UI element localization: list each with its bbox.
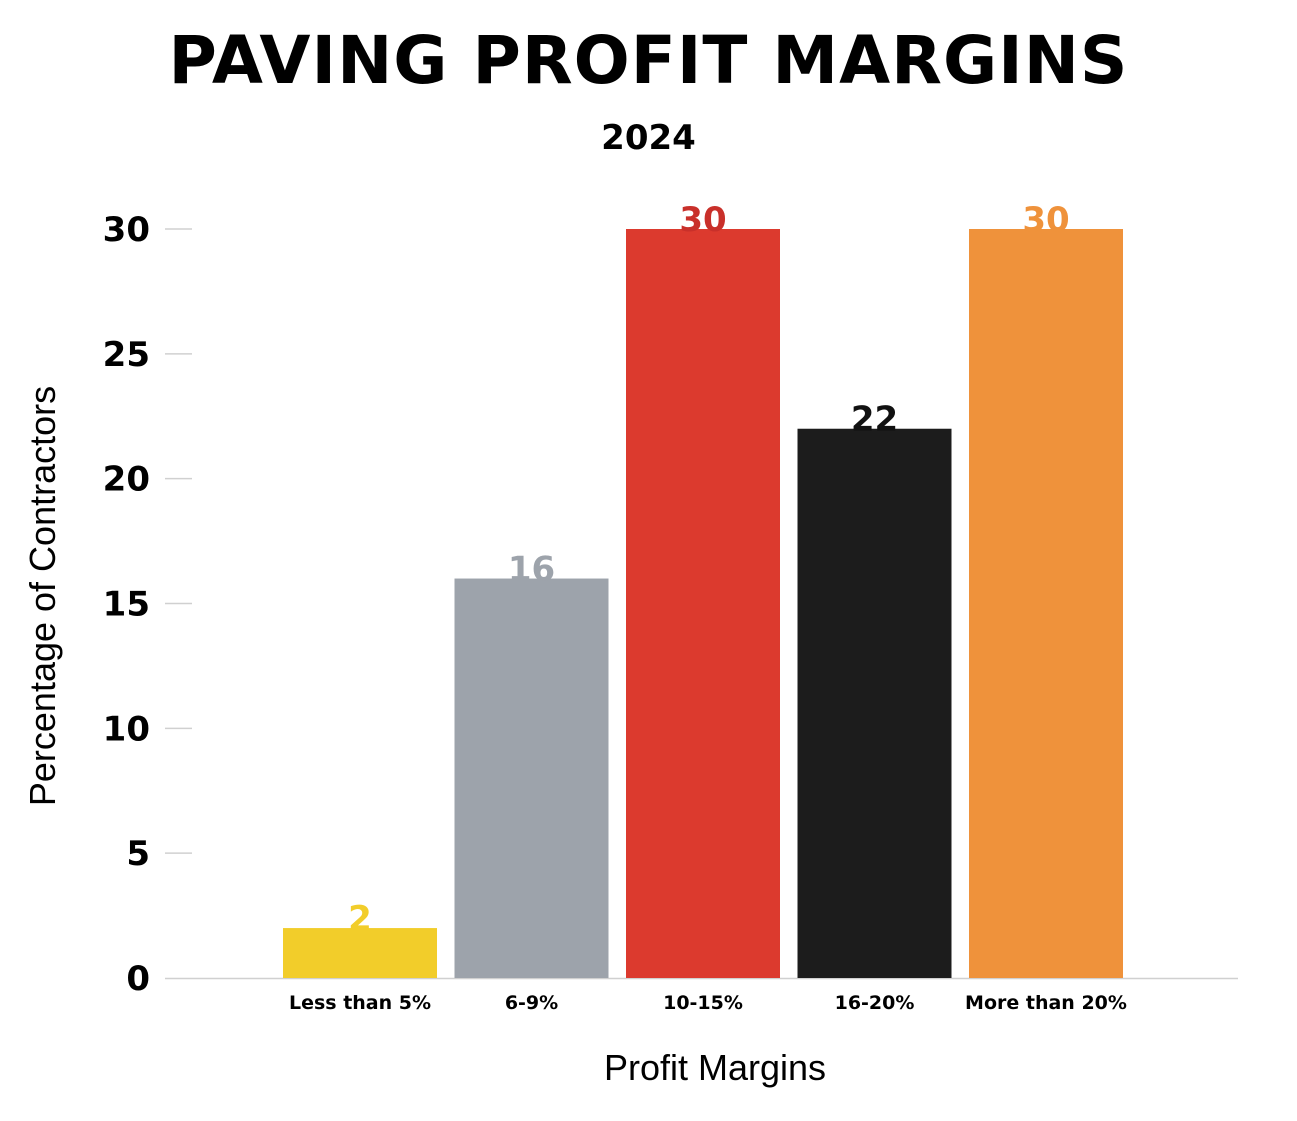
bar-value-label: 22 bbox=[851, 400, 898, 440]
y-tick-label: 15 bbox=[103, 585, 150, 625]
y-axis-title: Percentage of Contractors bbox=[22, 386, 63, 806]
bar-value-label: 30 bbox=[1022, 200, 1069, 240]
y-tick-label: 10 bbox=[103, 709, 150, 749]
bars-group: 2 16 30 22 30 bbox=[283, 200, 1123, 978]
bar-value-label: 16 bbox=[508, 550, 555, 590]
x-category-label: 6-9% bbox=[505, 992, 558, 1014]
y-tick-label: 20 bbox=[103, 460, 150, 500]
x-category-label: 10-15% bbox=[663, 992, 743, 1014]
bar bbox=[283, 928, 437, 978]
y-axis-ticks: 0 5 10 15 20 25 30 bbox=[103, 210, 192, 999]
y-tick-label: 0 bbox=[126, 959, 150, 999]
bar-value-label: 2 bbox=[348, 899, 372, 939]
chart-title: PAVING PROFIT MARGINS bbox=[168, 22, 1129, 99]
bar bbox=[969, 229, 1123, 978]
x-axis-title: Profit Margins bbox=[604, 1047, 826, 1088]
x-category-label: 16-20% bbox=[835, 992, 915, 1014]
bar bbox=[797, 428, 952, 978]
x-category-label: Less than 5% bbox=[289, 992, 431, 1014]
y-tick-label: 25 bbox=[103, 335, 150, 375]
bar bbox=[454, 578, 609, 978]
bar-value-label: 30 bbox=[679, 200, 726, 240]
bar bbox=[626, 229, 780, 978]
x-axis-categories: Less than 5% 6-9% 10-15% 16-20% More than 20… bbox=[289, 992, 1127, 1014]
x-category-label: More than 20% bbox=[965, 992, 1127, 1014]
y-tick-label: 30 bbox=[103, 210, 150, 250]
chart-subtitle: 2024 bbox=[601, 118, 696, 158]
y-tick-label: 5 bbox=[126, 834, 150, 874]
